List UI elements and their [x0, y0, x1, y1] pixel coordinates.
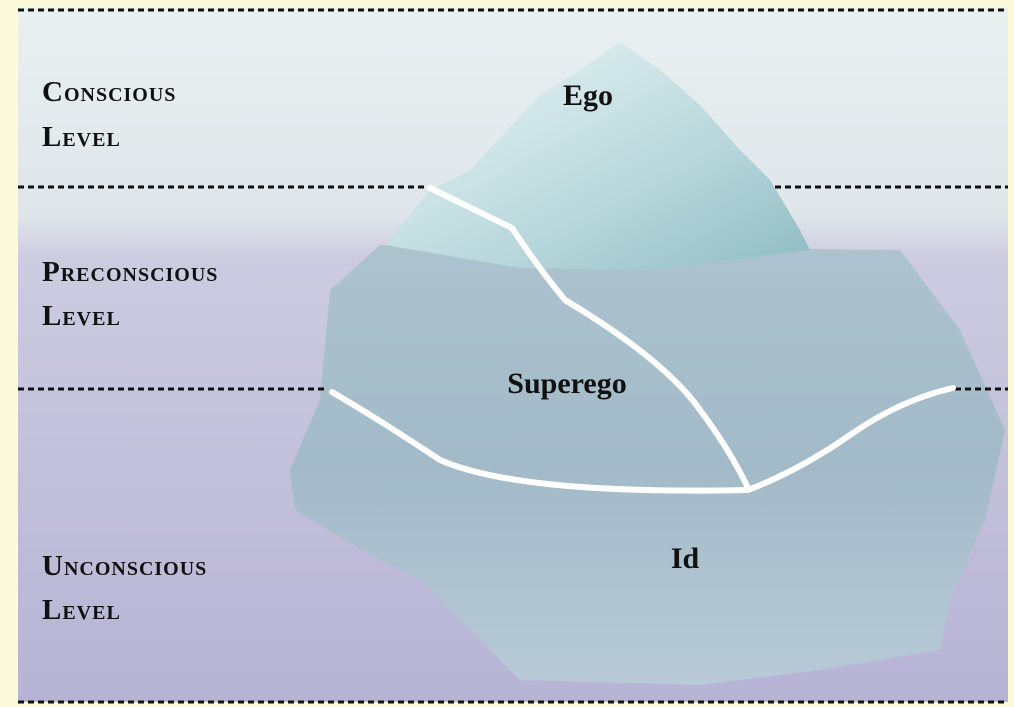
level-label: Preconscious: [42, 256, 218, 288]
level-label: Unconscious: [42, 550, 207, 582]
level-label: Level: [42, 121, 121, 153]
region-label: Superego: [507, 367, 626, 400]
region-label: Id: [671, 542, 700, 575]
level-label: Conscious: [42, 76, 176, 108]
region-label: Ego: [563, 79, 613, 112]
level-label: Level: [42, 300, 121, 332]
level-label: Level: [42, 594, 121, 626]
iceberg-diagram: Conscious Level Preconscious Level Uncon…: [0, 0, 1014, 707]
